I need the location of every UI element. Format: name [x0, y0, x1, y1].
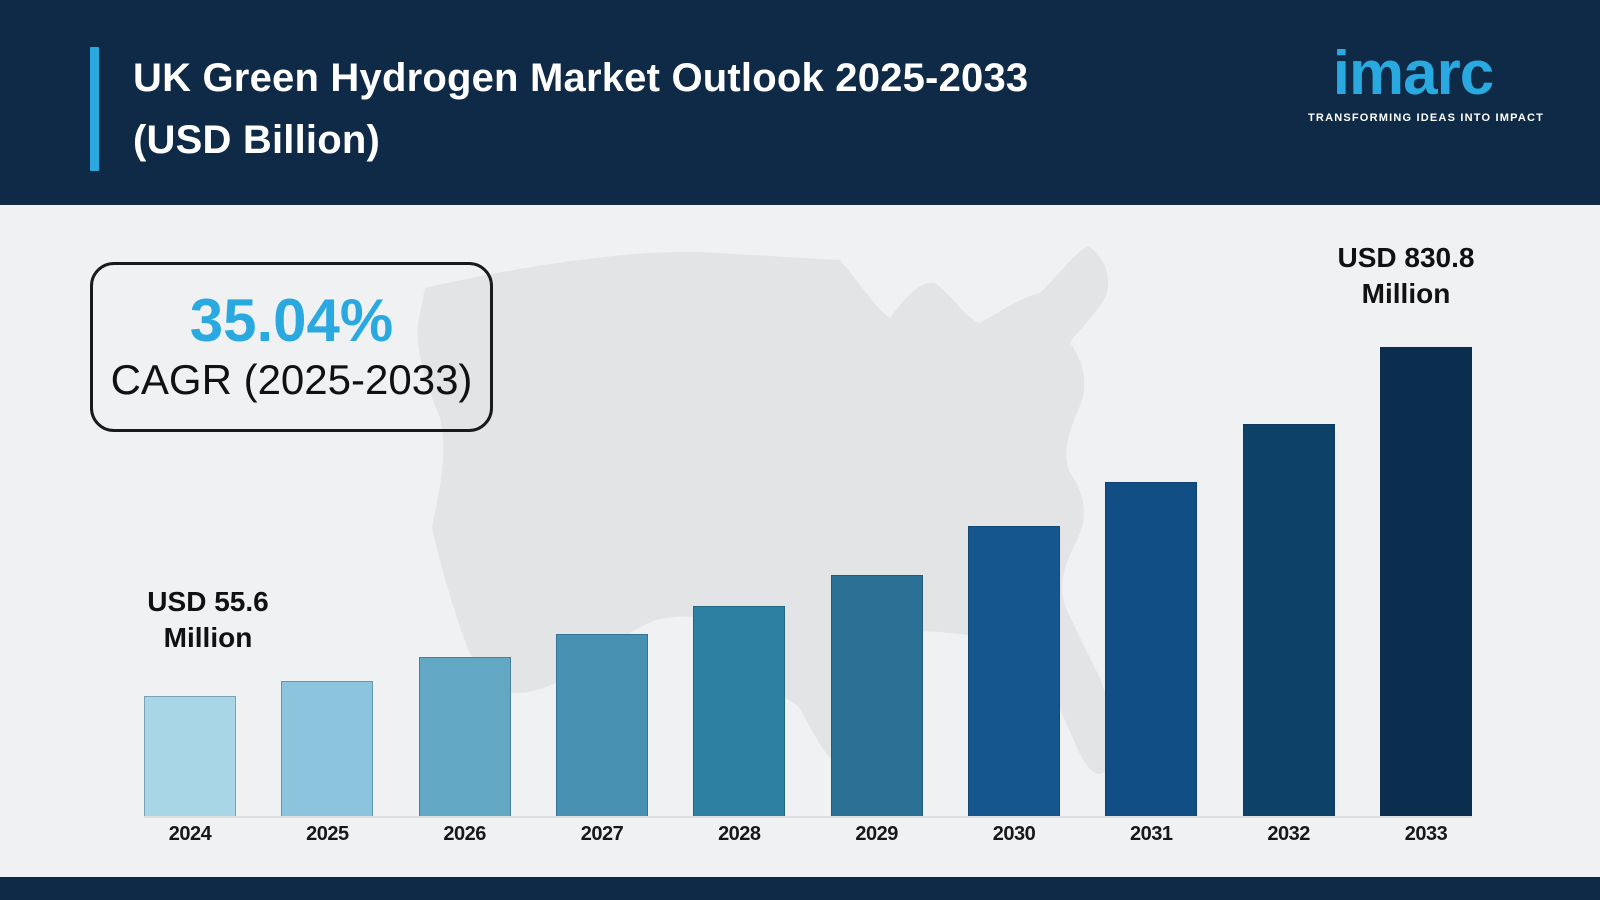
imarc-logo-tagline: TRANSFORMING IDEAS INTO IMPACT — [1308, 112, 1545, 124]
first-bar-value-line2: Million — [163, 622, 253, 653]
page-title: UK Green Hydrogen Market Outlook 2025-20… — [133, 56, 1029, 162]
x-axis-label-2026: 2026 — [443, 823, 486, 845]
x-axis-label-2032: 2032 — [1267, 823, 1310, 845]
bar-2026 — [418, 657, 511, 816]
bar-2024 — [144, 696, 236, 816]
x-axis-label-2029: 2029 — [855, 823, 898, 845]
first-bar-value-label: USD 55.6 Million — [98, 584, 318, 656]
last-bar-value-line2: Million — [1361, 278, 1451, 309]
x-axis-label-2024: 2024 — [168, 823, 212, 845]
title-accent-bar — [90, 47, 99, 171]
x-axis-label-2028: 2028 — [718, 823, 761, 845]
bar-2033 — [1379, 347, 1472, 816]
bar-chart: 2024 2025 2026 2027 2028 2029 2030 2031 2032 2033 — [144, 347, 1472, 846]
bar-2030 — [967, 526, 1060, 816]
last-bar-value-line1: USD 830.8 — [1337, 242, 1475, 273]
x-axis-label-2030: 2030 — [992, 823, 1036, 845]
bar-2032 — [1242, 424, 1335, 816]
cagr-label: CAGR (2025-2033) — [110, 356, 473, 403]
x-axis-labels-row: 2024 2025 2026 2027 2028 2029 2030 2031 2032 2033 — [144, 823, 1472, 846]
footer-bar — [0, 877, 1600, 900]
cagr-value: 35.04% — [189, 287, 394, 354]
bars-row — [144, 347, 1472, 818]
imarc-logo: imarc TRANSFORMING IDEAS INTO IMPACT — [1308, 39, 1545, 125]
last-bar-value-label: USD 830.8 Million — [1296, 240, 1516, 312]
first-bar-value-line1: USD 55.6 — [147, 586, 269, 617]
header: UK Green Hydrogen Market Outlook 2025-20… — [0, 0, 1600, 205]
bar-2029 — [830, 575, 923, 816]
bar-2031 — [1105, 482, 1198, 816]
x-axis-label-2033: 2033 — [1404, 823, 1448, 845]
cagr-callout-box: 35.04% CAGR (2025-2033) — [90, 262, 493, 432]
x-axis-label-2025: 2025 — [306, 823, 349, 845]
bar-2025 — [281, 681, 374, 816]
title-block: UK Green Hydrogen Market Outlook 2025-20… — [90, 47, 1063, 171]
bar-2027 — [555, 634, 648, 816]
bar-2028 — [693, 606, 786, 816]
imarc-logo-wordmark: imarc — [1332, 39, 1494, 108]
x-axis-label-2031: 2031 — [1130, 823, 1173, 845]
x-axis-label-2027: 2027 — [580, 823, 624, 845]
